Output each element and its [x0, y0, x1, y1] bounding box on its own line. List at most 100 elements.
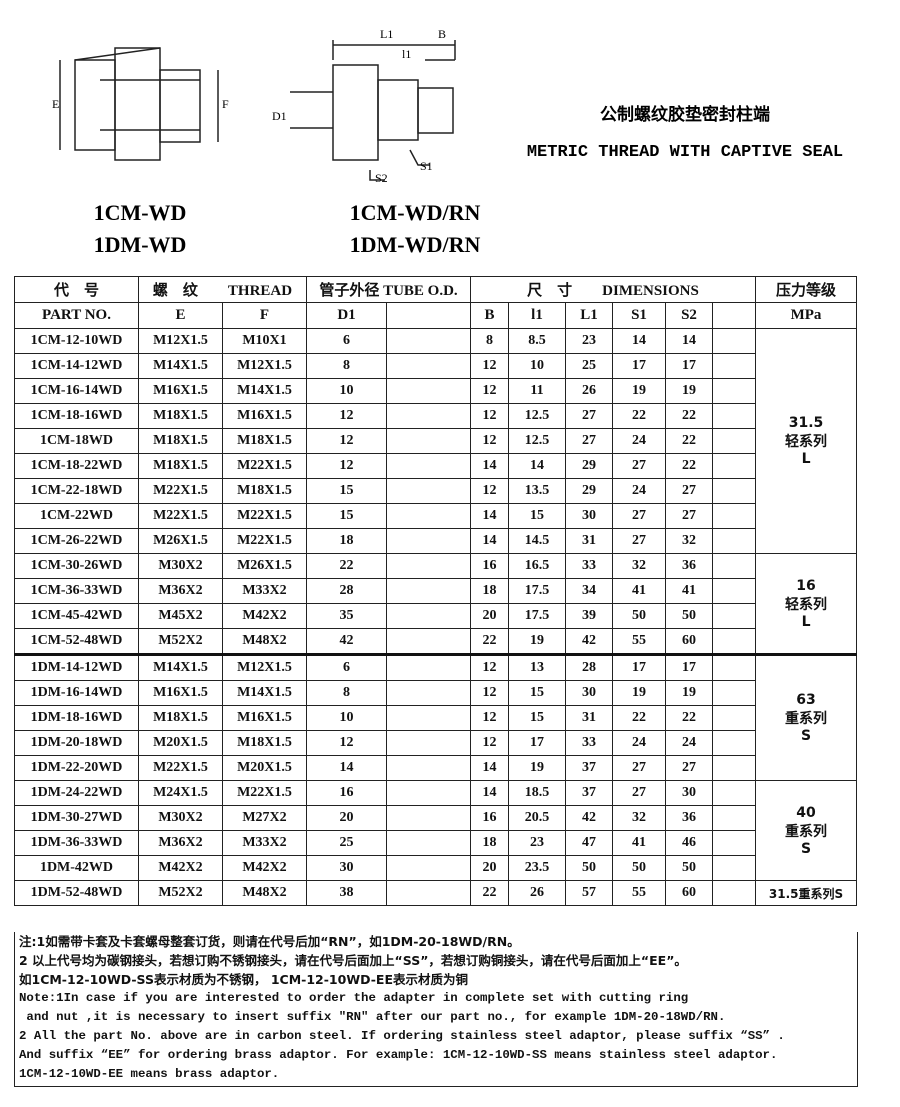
cell: 29	[565, 478, 614, 504]
cell	[385, 428, 472, 454]
cell: M12X1.5	[138, 328, 223, 354]
cell: 24	[612, 478, 667, 504]
cell: M22X1.5	[222, 503, 307, 529]
pressure-line: S	[800, 728, 812, 744]
cell	[712, 730, 757, 756]
data-row: 1CM-22-18WD M22X1.5 M18X1.5 15 12 13.5 29 24 27	[14, 478, 857, 504]
header-cell: 螺 纹 THREAD	[138, 276, 307, 303]
cell: 12	[306, 428, 387, 454]
cell	[385, 805, 472, 831]
dim-label: l1	[402, 47, 411, 61]
cell: 60	[665, 628, 714, 655]
cell: 10	[306, 705, 387, 731]
cell: M42X2	[138, 855, 223, 881]
cell: 22	[665, 403, 714, 429]
header-cell: l1	[508, 302, 567, 329]
cell: 1DM-52-48WD	[14, 880, 139, 906]
cell: 1CM-18-16WD	[14, 403, 139, 429]
model-label: 1CM-WD	[94, 200, 187, 225]
cell: M20X1.5	[222, 755, 307, 781]
cell: 39	[565, 603, 614, 629]
cell: 18	[470, 578, 510, 604]
cell: 17	[508, 730, 567, 756]
cell	[712, 705, 757, 731]
middle-drawing	[290, 40, 456, 181]
cell: 50	[665, 603, 714, 629]
cell: 22	[665, 428, 714, 454]
cell: 1CM-30-26WD	[14, 553, 139, 579]
dim-label: B	[438, 27, 446, 41]
cell	[385, 653, 472, 681]
note-line: 如1CM-12-10WD-SS表示材质为不锈钢， 1CM-12-10WD-EE表…	[19, 972, 468, 987]
spec-table: 代 号螺 纹 THREAD 管子外径 TUBE O.D. 尺 寸 DIMENSION…	[14, 276, 858, 906]
cell: M20X1.5	[138, 730, 223, 756]
cell: M14X1.5	[138, 353, 223, 379]
cell: 13.5	[508, 478, 567, 504]
cell: 12	[306, 453, 387, 479]
cell: M42X2	[222, 603, 307, 629]
cell: 18.5	[508, 780, 567, 806]
cell: 27	[665, 503, 714, 529]
cell: 19	[665, 680, 714, 706]
data-row: 1CM-45-42WD M45X2 M42X2 35 20 17.5 39 50 50	[14, 603, 857, 629]
pressure-cell: 40 重系列 S	[755, 780, 858, 881]
cell: 6	[306, 328, 387, 354]
cell: 1CM-22-18WD	[14, 478, 139, 504]
cell: 19	[508, 755, 567, 781]
cell: 37	[565, 780, 614, 806]
cell	[712, 553, 757, 579]
note-line: and nut ,it is necessary to insert suffi…	[19, 1010, 726, 1024]
header-cell: D1	[306, 302, 387, 329]
cell	[712, 880, 757, 906]
header-cell: 尺 寸 DIMENSIONS	[470, 276, 757, 303]
cell: 25	[565, 353, 614, 379]
cell: M14X1.5	[138, 653, 223, 681]
cell: 1CM-12-10WD	[14, 328, 139, 354]
data-row: 1DM-14-12WD M14X1.5 M12X1.5 6 12 13 28 17 17 63 重系…	[14, 653, 858, 781]
cell: 14	[612, 328, 667, 354]
cell: 27	[612, 503, 667, 529]
title-cn: 公制螺纹胶垫密封柱端	[600, 104, 770, 125]
cell: 22	[665, 453, 714, 479]
data-row: 1CM-16-14WD M16X1.5 M14X1.5 10 12 11 26 19 19	[14, 378, 857, 404]
cell: 24	[612, 428, 667, 454]
cell: M18X1.5	[138, 705, 223, 731]
cell: 24	[612, 730, 667, 756]
cell	[385, 378, 472, 404]
dim-label: D1	[272, 109, 287, 123]
cell: M26X1.5	[222, 553, 307, 579]
data-row: 1DM-16-14WD M16X1.5 M14X1.5 8 12 15 30 19 19	[14, 680, 857, 706]
model-label: 1DM-WD	[94, 232, 187, 257]
cell: 12	[306, 403, 387, 429]
cell: 23	[508, 830, 567, 856]
dim-label: F	[222, 97, 229, 111]
data-row: 1DM-36-33WD M36X2 M33X2 25 18 23 47 41 46	[14, 830, 857, 856]
cell	[385, 855, 472, 881]
cell	[712, 805, 757, 831]
cell: 27	[665, 755, 714, 781]
cell: 1DM-14-12WD	[14, 653, 139, 681]
cell: M14X1.5	[222, 378, 307, 404]
cell: 26	[565, 378, 614, 404]
cell: 1CM-36-33WD	[14, 578, 139, 604]
cell: 8	[306, 353, 387, 379]
cell: 31	[565, 528, 614, 554]
cell: 16	[470, 553, 510, 579]
pressure-line: S	[800, 840, 812, 857]
cell	[712, 780, 757, 806]
cell: 23.5	[508, 855, 567, 881]
cell	[385, 553, 472, 579]
cell	[385, 328, 472, 354]
pressure-cell: 16 轻系列 L	[755, 553, 858, 655]
header-cell: 压力等级	[755, 276, 858, 303]
data-row: 1CM-18WD M18X1.5 M18X1.5 12 12 12.5 27 24 22	[14, 428, 857, 454]
cell: 42	[565, 628, 614, 655]
cell: M22X1.5	[222, 780, 307, 806]
cell: 15	[508, 705, 567, 731]
cell	[385, 730, 472, 756]
pressure-line: 31.5重系列S	[768, 886, 844, 901]
cell: 30	[565, 503, 614, 529]
cell: M18X1.5	[222, 730, 307, 756]
cell: 50	[612, 603, 667, 629]
